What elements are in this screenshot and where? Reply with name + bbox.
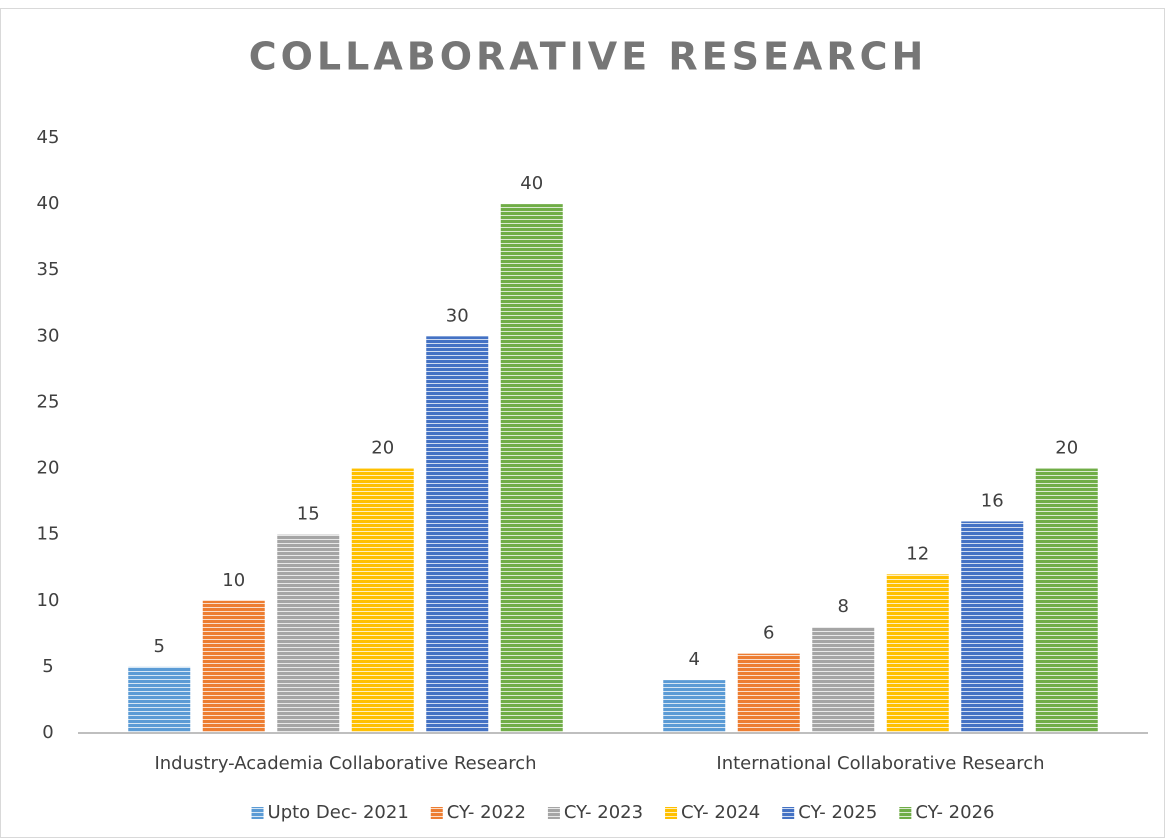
legend-label: CY- 2024 [681,802,760,823]
data-label: 30 [446,305,469,326]
data-label: 10 [222,570,245,591]
legend-label: CY- 2023 [564,802,643,823]
legend-item: CY- 2023 [547,802,643,823]
y-tick-label: 0 [42,722,53,743]
legend-swatch [547,807,560,819]
data-label: 40 [520,173,543,194]
legend-swatch [430,807,443,819]
data-label: 4 [689,649,700,670]
bar [812,627,875,733]
legend-label: Upto Dec- 2021 [268,802,409,823]
data-label: 20 [371,438,394,459]
y-tick-label: 10 [37,590,60,611]
bar [202,600,265,733]
y-tick-label: 25 [37,391,60,412]
y-tick-label: 30 [37,325,60,346]
legend-item: CY- 2024 [665,802,760,823]
legend-item: Upto Dec- 2021 [251,802,409,823]
data-label: 15 [297,504,320,525]
legend-label: CY- 2025 [798,802,877,823]
bar [961,521,1024,733]
data-label: 12 [906,543,929,564]
bar [737,653,800,733]
legend-item: CY- 2026 [899,802,994,823]
bar [500,204,563,734]
legend-swatch [665,807,678,819]
y-tick-label: 35 [37,259,60,280]
legend-item: CY- 2022 [430,802,526,823]
data-label: 20 [1055,438,1078,459]
legend-item: CY- 2025 [782,802,877,823]
bar [128,666,191,733]
legend-label: CY- 2022 [447,802,526,823]
data-label: 5 [154,636,165,657]
data-label: 6 [763,623,774,644]
y-tick-label: 40 [37,193,60,214]
bar [351,468,414,733]
x-tick-label: International Collaborative Research [716,753,1044,774]
legend-swatch [782,807,795,819]
x-tick-label: Industry-Academia Collaborative Research [154,753,536,774]
legend-label: CY- 2026 [915,802,994,823]
y-tick-label: 20 [37,458,60,479]
chart-title: COLLABORATIVE RESEARCH [249,35,928,79]
y-tick-label: 15 [37,524,60,545]
bar [277,534,340,733]
legend-swatch [899,807,912,819]
data-label: 16 [981,490,1004,511]
y-tick-label: 5 [42,656,53,677]
bar [426,336,489,733]
legend-swatch [251,807,264,819]
bar [1035,468,1098,733]
data-label: 8 [838,596,849,617]
y-tick-label: 45 [37,127,60,148]
bar [886,574,949,733]
bar [663,680,726,733]
